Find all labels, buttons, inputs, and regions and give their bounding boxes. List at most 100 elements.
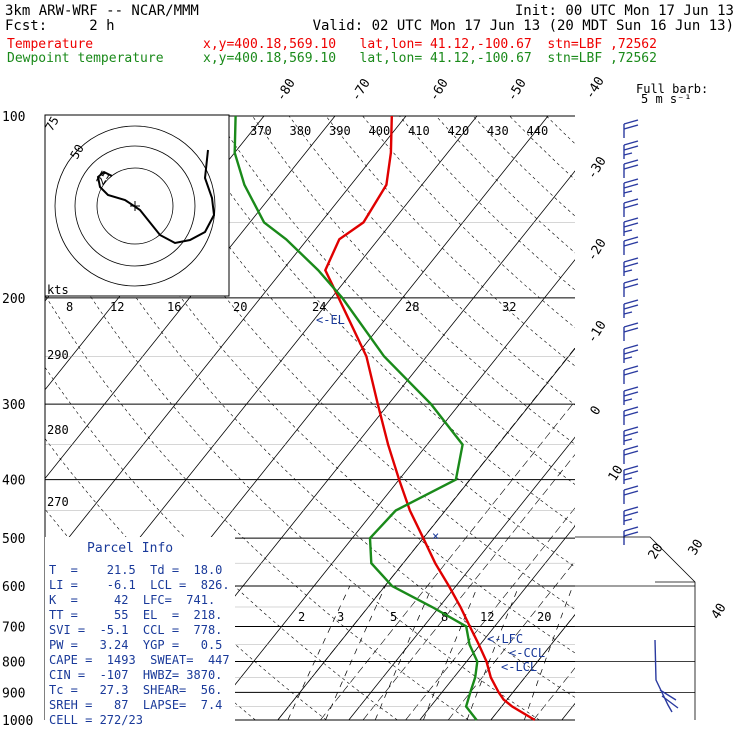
hodograph-ring xyxy=(54,125,216,287)
wind-barb xyxy=(623,278,639,297)
isotherm-label: -50 xyxy=(505,76,530,104)
mixing-ratio-label: 3 xyxy=(337,610,344,624)
parcel-row: SVI = -5.1 CCL = 778. xyxy=(49,623,222,637)
parcel-row: Tc = 27.3 SHEAR= 56. xyxy=(49,683,222,697)
wind-barb xyxy=(623,236,639,255)
dry-adiabat xyxy=(435,115,575,254)
isotherm-label: 20 xyxy=(646,541,667,562)
wind-barb xyxy=(623,322,639,341)
speed-axis-label: 16 xyxy=(167,300,181,314)
full-barb-label: Full barb: xyxy=(636,82,708,96)
el-annotation: <-EL xyxy=(316,313,345,327)
valid-time: Valid: 02 UTC Mon 17 Jun 13 (20 MDT Sun … xyxy=(312,18,734,34)
theta-label: 440 xyxy=(527,124,549,138)
hodograph-ring-label: 50 xyxy=(67,142,86,162)
model-title: 3km ARW-WRF -- NCAR/MMM xyxy=(5,3,199,19)
init-time: Init: 00 UTC Mon 17 Jun 13 xyxy=(514,3,734,19)
moist-adiabat xyxy=(576,298,740,720)
temperature-legend: Temperature xyxy=(7,37,94,52)
theta-label: 410 xyxy=(408,124,430,138)
mixing-ratio-label: 5 xyxy=(390,610,397,624)
isotherm-label: -40 xyxy=(583,74,608,102)
wind-barb xyxy=(623,217,639,236)
parcel-row: CAPE = 1493 SWEAT= 447 xyxy=(49,653,230,667)
pressure-label: 900 xyxy=(2,686,25,701)
theta-label: 420 xyxy=(448,124,470,138)
isotherm-line xyxy=(348,436,575,720)
parcel-row: CIN = -107 HWBZ= 3870. xyxy=(49,668,222,682)
mixing-ratio-line xyxy=(325,585,386,720)
isotherm-label: -10 xyxy=(585,318,610,346)
mixing-ratio-label: 20 xyxy=(537,610,551,624)
wind-barb xyxy=(623,178,639,197)
mixing-ratio-label: 12 xyxy=(480,610,494,624)
wind-barb xyxy=(623,140,639,159)
parcel-row: PW = 3.24 YGP = 0.5 xyxy=(49,638,222,652)
isotherm-line xyxy=(633,116,740,720)
theta-label: 400 xyxy=(369,124,391,138)
isotherm-label: -60 xyxy=(427,76,452,104)
full-barb-unit: 5 m s⁻¹ xyxy=(641,92,692,106)
wind-barb xyxy=(623,299,639,318)
isotherm-label: 40 xyxy=(709,601,730,622)
speed-axis-label: 28 xyxy=(405,300,419,314)
lfc-annotation: <-LFC xyxy=(487,632,523,646)
isotherm-line xyxy=(704,116,740,720)
theta-label: 430 xyxy=(487,124,509,138)
pressure-label: 300 xyxy=(2,398,25,413)
parcel-marker: × xyxy=(432,529,439,543)
isotherm-label: -30 xyxy=(585,154,610,182)
pressure-label: 700 xyxy=(2,620,25,635)
dry-adiabat xyxy=(583,116,740,720)
dry-adiabat xyxy=(546,115,575,145)
theta-label: 380 xyxy=(290,124,312,138)
pressure-label: 100 xyxy=(2,110,25,125)
dry-adiabat xyxy=(399,115,575,291)
temperature-profile xyxy=(323,115,536,722)
hodograph-ring-label: 75 xyxy=(42,114,61,134)
dewpoint-legend: Dewpoint temperature xyxy=(7,51,164,66)
parcel-row: CELL = 272/23 xyxy=(49,713,143,727)
mixing-ratio-label: 8 xyxy=(441,610,448,624)
dry-adiabat xyxy=(472,115,575,217)
isotherm-line xyxy=(419,525,575,720)
wind-barb xyxy=(623,386,639,405)
dry-adiabat xyxy=(362,115,575,329)
dry-adiabat xyxy=(288,115,575,406)
isotherm-line xyxy=(45,115,407,568)
dry-adiabat xyxy=(178,115,575,526)
wind-barb xyxy=(623,526,639,545)
isotherm-label: 0 xyxy=(588,404,605,419)
isotherm-line xyxy=(561,702,575,720)
wind-barb-low xyxy=(654,639,679,713)
hodograph-ring xyxy=(74,145,196,267)
moist-adiabat xyxy=(447,560,575,720)
speed-axis-label: 8 xyxy=(66,300,73,314)
hodograph-unit: kts xyxy=(47,283,69,297)
isotherm-label: 10 xyxy=(606,463,627,484)
parcel-row: K = 42 LFC= 741. xyxy=(49,593,215,607)
moist-adiabat xyxy=(533,667,575,720)
pressure-label: 400 xyxy=(2,474,25,489)
isotherm-label: -20 xyxy=(585,236,610,264)
speed-axis-label: 24 xyxy=(312,300,326,314)
pressure-label: 800 xyxy=(2,655,25,670)
hodograph-ring xyxy=(96,167,174,245)
wind-barb xyxy=(623,119,639,138)
wind-barb xyxy=(623,465,639,484)
theta-label: 390 xyxy=(329,124,351,138)
mixing-ratio-label: 2 xyxy=(298,610,305,624)
parcel-row: SREH = 87 LAPSE= 7.4 xyxy=(49,698,222,712)
pressure-label: 600 xyxy=(2,580,25,595)
isotherm-line xyxy=(45,115,336,480)
wind-barb xyxy=(623,159,639,178)
mixing-ratio-line xyxy=(374,585,433,720)
parcel-row: T = 21.5 Td = 18.0 xyxy=(49,563,222,577)
wind-barb xyxy=(623,445,639,464)
moist-adiabat xyxy=(320,400,575,720)
moist-adiabat xyxy=(490,614,575,720)
isotherm-label: 30 xyxy=(686,537,707,558)
dewpoint-profile xyxy=(233,115,479,721)
speed-axis-label: 12 xyxy=(110,300,124,314)
